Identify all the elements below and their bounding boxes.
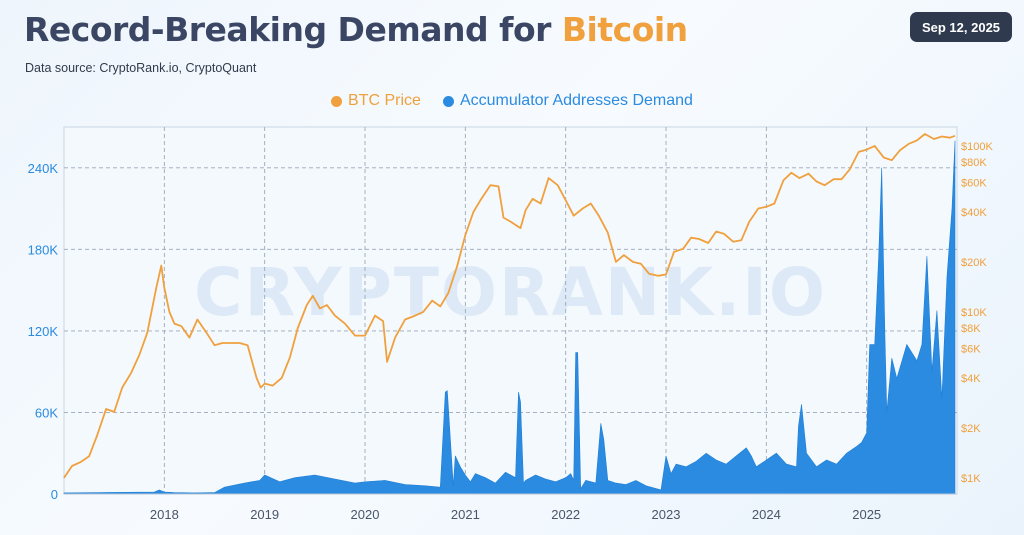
plot-area: [63, 126, 958, 495]
legend-dot-btc: [331, 95, 343, 107]
x-tick-label: 2025: [852, 507, 881, 522]
title-highlight: Bitcoin: [561, 10, 688, 49]
right-tick-label: $20K: [961, 257, 987, 269]
legend-dot-demand: [442, 95, 454, 107]
x-tick-label: 2018: [150, 507, 179, 522]
left-tick-label: 180K: [28, 242, 59, 257]
watermark: CRYPTORANK.IO: [194, 254, 827, 331]
left-tick-label: 0: [51, 487, 58, 502]
right-tick-label: $60K: [961, 178, 987, 190]
x-tick-label: 2024: [752, 507, 781, 522]
right-tick-label: $6K: [961, 344, 981, 356]
x-tick-label: 2023: [652, 507, 681, 522]
x-tick-label: 2019: [250, 507, 279, 522]
legend: BTC Price Accumulator Addresses Demand: [0, 92, 1024, 110]
demand-area: [63, 140, 956, 495]
left-tick-label: 240K: [28, 161, 59, 176]
btc-price-line: [63, 133, 956, 479]
left-tick-label: 120K: [28, 324, 59, 339]
x-tick-label: 2021: [451, 507, 480, 522]
right-tick-label: $10K: [961, 307, 987, 319]
right-tick-label: $1K: [961, 473, 981, 485]
right-tick-label: $80K: [961, 157, 987, 169]
legend-item-demand[interactable]: Accumulator Addresses Demand: [442, 92, 693, 110]
date-badge: Sep 12, 2025: [910, 12, 1012, 42]
x-tick-label: 2020: [351, 507, 380, 522]
page-title: Record-Breaking Demand for Bitcoin: [24, 10, 688, 49]
title-text: Record-Breaking Demand for: [24, 10, 562, 49]
right-tick-label: $40K: [961, 207, 987, 219]
left-tick-label: 60K: [35, 405, 58, 420]
legend-item-btc[interactable]: BTC Price: [331, 92, 421, 110]
legend-label-btc: BTC Price: [348, 92, 421, 109]
data-source: Data source: CryptoRank.io, CryptoQuant: [25, 61, 257, 75]
right-tick-label: $2K: [961, 423, 981, 435]
right-tick-label: $8K: [961, 323, 981, 335]
right-tick-label: $4K: [961, 373, 981, 385]
right-tick-label: $100K: [961, 141, 993, 153]
legend-label-demand: Accumulator Addresses Demand: [459, 92, 693, 109]
x-tick-label: 2022: [551, 507, 580, 522]
